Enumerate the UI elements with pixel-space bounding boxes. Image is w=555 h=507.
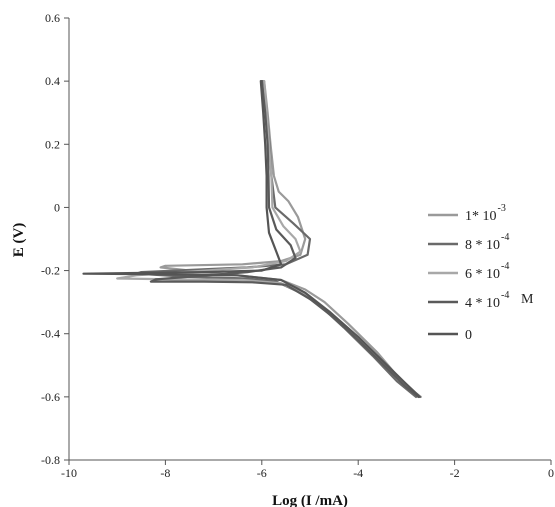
legend-exponent-3: -4 [501,261,509,272]
legend-label-3: 6 * 10 [465,267,500,282]
legend-exponent-2: -4 [501,232,509,243]
legend-exponent-4: -4 [501,290,509,301]
legend-exponent-1: -3 [498,203,506,214]
y-axis-label: E (V) [11,223,27,258]
x-axis-label: Log (I /mA) [272,493,348,507]
y-tick-label: 0 [54,200,60,214]
x-tick-label: 0 [548,466,554,480]
y-tick-label: -0.6 [41,390,60,404]
series-layer [82,80,422,398]
x-tick-label: -8 [160,466,170,480]
y-tick-label: -0.8 [41,453,60,467]
y-tick-label: -0.4 [41,327,60,341]
legend-label-5: 0 [465,328,472,343]
tick-labels: -10 -8 -6 -4 -2 0 0.6 0.4 0.2 0 -0.2 -0.4 -0.6 -0.8 [41,11,554,480]
y-tick-label: 0.2 [45,137,60,151]
x-tick-label: -6 [257,466,267,480]
series-line-4 [149,80,420,398]
x-tick-label: -2 [450,466,460,480]
legend-label-4: 4 * 10 [465,296,500,311]
legend-unit-label: M [521,292,534,307]
legend: 1* 10-38 * 10-46 * 10-44 * 10-4 M0 [428,203,534,343]
series-line-1 [159,80,420,398]
y-tick-label: 0.6 [45,11,60,25]
y-tick-label: 0.4 [45,74,60,88]
x-tick-label: -10 [61,466,77,480]
legend-label-1: 1* 10 [465,209,497,224]
legend-label-2: 8 * 10 [465,238,500,253]
x-tick-label: -4 [353,466,363,480]
axes [68,18,551,461]
series-line-5 [82,80,421,398]
y-tick-label: -0.2 [41,264,60,278]
